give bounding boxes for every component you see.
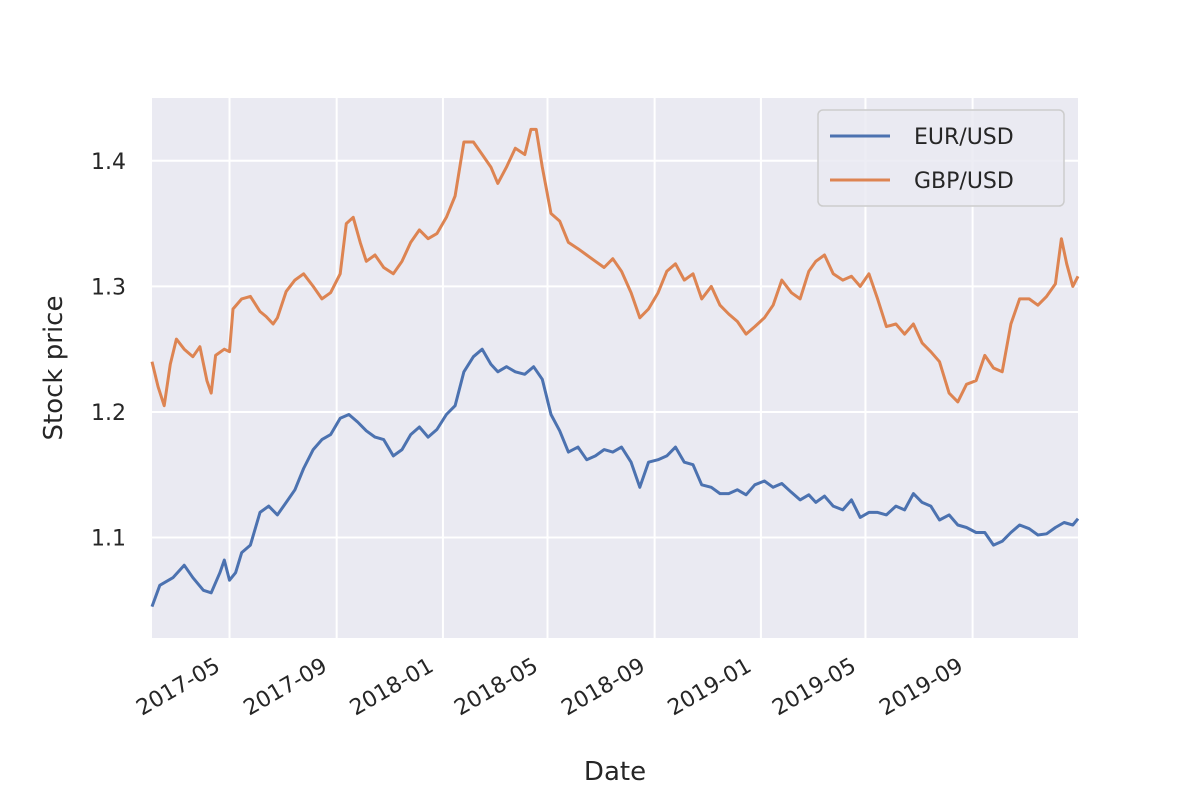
x-tick-label: 2018-05 <box>450 654 542 722</box>
legend-label-gbp-usd: GBP/USD <box>914 169 1014 194</box>
series-line-gbp-usd <box>150 127 1080 408</box>
x-tick-label: 2017-09 <box>240 654 332 722</box>
y-tick-label: 1.1 <box>91 527 126 552</box>
x-tick-label: 2019-09 <box>875 654 967 722</box>
y-axis-ticks: 1.1 1.2 1.3 1.4 <box>91 150 126 552</box>
x-tick-label: 2017-05 <box>132 654 224 722</box>
legend: EUR/USD GBP/USD <box>817 109 1065 207</box>
y-tick-label: 1.3 <box>91 275 126 300</box>
legend-label-eur-usd: EUR/USD <box>914 125 1014 150</box>
y-tick-label: 1.2 <box>91 401 126 426</box>
x-axis-title: Date <box>584 757 646 787</box>
series-line-eur-usd <box>150 347 1080 608</box>
x-tick-label: 2018-01 <box>346 654 438 722</box>
x-tick-label: 2018-09 <box>558 654 650 722</box>
series-lines <box>150 127 1080 608</box>
x-tick-label: 2019-01 <box>664 654 756 722</box>
legend-box <box>817 109 1065 207</box>
x-tick-label: 2019-05 <box>768 654 860 722</box>
y-axis-title: Stock price <box>39 296 69 441</box>
y-tick-label: 1.4 <box>91 150 126 175</box>
x-axis-ticks: 2017-05 2017-09 2018-01 2018-05 2018-09 2019-… <box>132 654 967 722</box>
